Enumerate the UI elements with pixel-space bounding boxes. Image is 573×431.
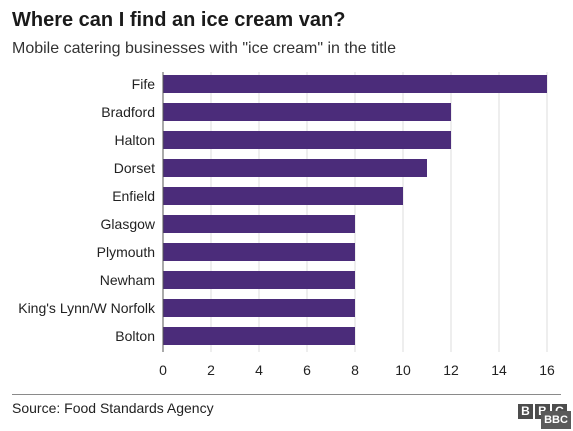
category-label-3: Dorset [114, 160, 155, 176]
category-label-1: Bradford [101, 104, 155, 120]
category-label-4: Enfield [112, 188, 155, 204]
x-tick-label-0: 0 [159, 362, 167, 378]
bar-8 [163, 299, 355, 317]
category-label-6: Plymouth [97, 244, 155, 260]
bbc-watermark: BBC [541, 411, 571, 429]
category-label-8: King's Lynn/W Norfolk [18, 300, 156, 316]
x-tick-label-2: 4 [255, 362, 263, 378]
source-note: Source: Food Standards Agency [12, 400, 214, 416]
category-label-5: Glasgow [101, 216, 156, 232]
x-tick-label-3: 6 [303, 362, 311, 378]
x-tick-label-6: 12 [443, 362, 459, 378]
x-tick-label-5: 10 [395, 362, 411, 378]
x-tick-label-1: 2 [207, 362, 215, 378]
bar-2 [163, 131, 451, 149]
category-label-9: Bolton [115, 328, 155, 344]
category-label-7: Newham [100, 272, 155, 288]
category-label-2: Halton [115, 132, 155, 148]
bar-9 [163, 327, 355, 345]
x-tick-label-7: 14 [491, 362, 507, 378]
logo-letter-b1: B [518, 404, 533, 419]
bar-1 [163, 103, 451, 121]
bar-5 [163, 215, 355, 233]
chart-subtitle: Mobile catering businesses with "ice cre… [12, 40, 396, 57]
bar-4 [163, 187, 403, 205]
x-tick-label-8: 16 [539, 362, 555, 378]
chart-title: Where can I find an ice cream van? [12, 9, 346, 31]
footer-divider [12, 394, 561, 395]
bar-0 [163, 75, 547, 93]
bar-6 [163, 243, 355, 261]
category-label-0: Fife [132, 76, 156, 92]
bar-7 [163, 271, 355, 289]
x-tick-label-4: 8 [351, 362, 359, 378]
bar-3 [163, 159, 427, 177]
